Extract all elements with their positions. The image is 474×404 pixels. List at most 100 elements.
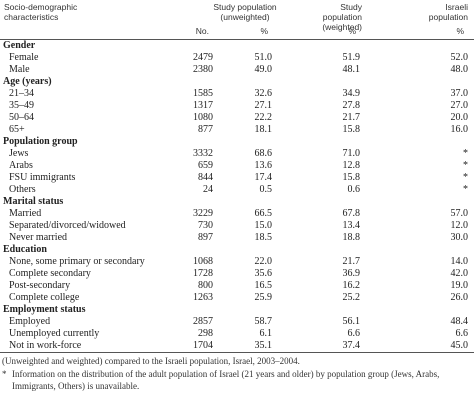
row-label: Arabs [9, 160, 33, 171]
cell: 800 [198, 280, 213, 291]
row-label: Jews [9, 148, 29, 159]
column-header: % [456, 26, 464, 36]
cell: 659 [198, 160, 213, 171]
cell: 730 [198, 220, 213, 231]
section-title: Employment status [3, 304, 86, 315]
header-group: Study population (unweighted) [213, 2, 277, 22]
cell: 51.9 [342, 52, 361, 63]
row-label: 21–34 [9, 88, 34, 99]
cell: 298 [198, 328, 213, 339]
footnote-marker: * [2, 369, 7, 379]
cell: * [463, 172, 468, 183]
row-label: 65+ [9, 124, 25, 135]
row-label: FSU immigrants [9, 172, 76, 183]
row-label: Separated/divorced/widowed [9, 220, 126, 231]
cell: 34.9 [342, 88, 361, 99]
cell: 18.5 [254, 232, 273, 243]
row-label: Never married [9, 232, 68, 243]
cell: 877 [198, 124, 213, 135]
cell: 67.8 [342, 208, 361, 219]
cell: 17.4 [254, 172, 273, 183]
cell: 14.0 [450, 256, 469, 267]
cell: 45.0 [450, 340, 469, 351]
cell: 844 [198, 172, 213, 183]
header-group: Israeli population [428, 2, 468, 22]
cell: 36.9 [342, 268, 361, 279]
header-group: Study population (weighted) [322, 2, 362, 32]
cell: 1728 [193, 268, 213, 279]
cell: 1263 [193, 292, 213, 303]
column-header: % [260, 26, 268, 36]
column-header: No. [195, 26, 209, 36]
cell: 37.0 [450, 88, 469, 99]
cell: 48.1 [342, 64, 361, 75]
row-label: Post-secondary [9, 280, 71, 291]
section-title: Age (years) [3, 76, 52, 87]
row-label: Married [9, 208, 42, 219]
cell: * [463, 184, 468, 195]
cell: 21.7 [342, 112, 361, 123]
cell: 2857 [193, 316, 213, 327]
cell: 1704 [193, 340, 213, 351]
cell: 21.7 [342, 256, 361, 267]
cell: 16.0 [450, 124, 469, 135]
cell: 27.0 [450, 100, 469, 111]
cell: 25.2 [342, 292, 361, 303]
cell: 27.8 [342, 100, 361, 111]
cell: 22.0 [254, 256, 273, 267]
cell: 42.0 [450, 268, 469, 279]
cell: 25.9 [254, 292, 273, 303]
cell: 1068 [193, 256, 213, 267]
header-rule [0, 39, 474, 40]
cell: 15.8 [342, 172, 361, 183]
cell: 3229 [193, 208, 213, 219]
cell: 12.0 [450, 220, 469, 231]
cell: 12.8 [342, 160, 361, 171]
cell: 13.6 [254, 160, 273, 171]
header-characteristic: Socio-demographic characteristics [4, 2, 78, 22]
section-title: Marital status [3, 196, 64, 207]
row-label: Complete secondary [9, 268, 91, 279]
column-header: % [348, 26, 356, 36]
cell: 16.5 [254, 280, 273, 291]
row-label: Others [9, 184, 36, 195]
cell: 6.6 [347, 328, 361, 339]
cell: 35.1 [254, 340, 273, 351]
cell: 20.0 [450, 112, 469, 123]
cell: 66.5 [254, 208, 273, 219]
section-title: Education [3, 244, 47, 255]
bottom-rule [0, 352, 474, 353]
cell: 32.6 [254, 88, 273, 99]
cell: 58.7 [254, 316, 273, 327]
cell: 6.6 [455, 328, 469, 339]
row-label: None, some primary or secondary [9, 256, 145, 267]
row-label: 35–49 [9, 100, 34, 111]
cell: 6.1 [259, 328, 273, 339]
cell: 1585 [193, 88, 213, 99]
cell: 68.6 [254, 148, 273, 159]
cell: 26.0 [450, 292, 469, 303]
cell: 1317 [193, 100, 213, 111]
cell: 15.0 [254, 220, 273, 231]
cell: 52.0 [450, 52, 469, 63]
footnote-caption: (Unweighted and weighted) compared to th… [2, 356, 300, 366]
section-title: Gender [3, 40, 36, 51]
cell: 71.0 [342, 148, 361, 159]
footnote-note: Information on the distribution of the a… [12, 369, 440, 391]
cell: 3332 [193, 148, 213, 159]
cell: 56.1 [342, 316, 361, 327]
cell: 0.5 [259, 184, 273, 195]
cell: 2380 [193, 64, 213, 75]
cell: 57.0 [450, 208, 469, 219]
row-label: Male [9, 64, 30, 75]
row-label: Complete college [9, 292, 80, 303]
cell: 51.0 [254, 52, 273, 63]
cell: 35.6 [254, 268, 273, 279]
row-label: 50–64 [9, 112, 34, 123]
cell: 19.0 [450, 280, 469, 291]
cell: 49.0 [254, 64, 273, 75]
cell: 16.2 [342, 280, 361, 291]
cell: 2479 [193, 52, 213, 63]
cell: 15.8 [342, 124, 361, 135]
